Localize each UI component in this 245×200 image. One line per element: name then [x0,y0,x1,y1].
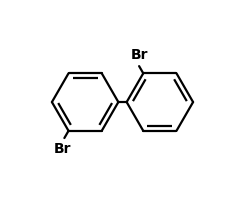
Text: Br: Br [130,48,148,62]
Text: Br: Br [54,142,71,156]
